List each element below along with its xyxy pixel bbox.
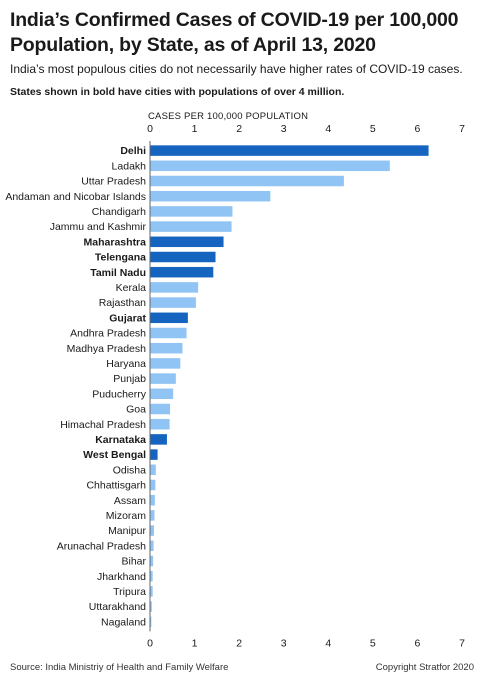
bar [150,145,429,156]
chart-subtitle: India’s most populous cities do not nece… [10,62,463,76]
category-label: Arunachal Pradesh [57,540,146,552]
x-tick-label-top: 2 [236,123,242,135]
bar [150,555,154,567]
copyright-note: Copyright Stratfor 2020 [375,662,474,673]
chart-note: States shown in bold have cities with po… [10,86,345,98]
category-label: Delhi [120,145,146,157]
category-label: Tripura [113,586,146,598]
category-label: Karnataka [95,434,146,446]
category-label: Andhra Pradesh [70,328,146,340]
category-label: Maharashtra [84,236,147,248]
bar [150,160,390,172]
category-label: Jharkhand [97,571,146,583]
bar [150,312,188,324]
category-label: Jammu and Kashmir [50,221,147,233]
x-axis-label-top: CASES PER 100,000 POPULATION [148,111,308,122]
bar [150,586,153,597]
chart-title: India’s Confirmed Cases of COVID-19 per … [10,9,459,56]
bar [150,418,170,430]
x-tick-label-bottom: 2 [236,637,242,649]
bar [150,449,158,460]
x-tick-label-top: 7 [459,123,465,135]
category-label: Puducherry [92,388,146,400]
bar [150,373,176,384]
category-label: Himachal Pradesh [60,419,146,431]
category-label: Mizoram [106,510,147,522]
bar [150,342,183,354]
bar [150,175,344,187]
x-tick-label-top: 3 [281,123,287,135]
category-label: Bihar [121,556,146,568]
bar [150,358,181,369]
x-tick-label-bottom: 5 [370,637,376,649]
category-label: Nagaland [101,616,146,628]
category-label: Odisha [113,464,146,476]
bar [150,190,271,202]
category-label: Punjab [113,373,146,385]
category-label: Rajasthan [99,297,146,309]
category-label: Haryana [106,358,146,370]
bar [150,251,216,263]
bar [150,464,156,476]
bar [150,221,232,232]
category-label: Assam [114,495,146,507]
bar [150,616,152,628]
bar [150,601,152,612]
bar [150,403,171,415]
source-note: Source: India Ministriy of Health and Fa… [10,662,229,673]
bar [150,479,156,491]
category-label: Gujarat [109,312,146,324]
x-tick-label-top: 1 [192,123,198,135]
category-label: West Bengal [83,449,146,461]
category-label: Manipur [108,525,146,537]
bar [150,282,199,293]
x-tick-label-bottom: 1 [192,637,198,649]
x-axis-label-bottom: CASES PER 100,000 POPULATION [148,654,308,655]
category-label: Uttar Pradesh [81,176,146,188]
bar [150,327,187,339]
category-label: Uttarakhand [89,601,146,613]
category-label: Kerala [116,282,147,294]
bar [150,434,167,445]
category-label: Telengana [95,252,146,264]
x-tick-label-bottom: 7 [459,637,465,649]
x-tick-label-top: 0 [147,123,153,135]
bar [150,525,155,536]
bar [150,570,153,582]
bar [150,510,155,521]
bar [150,236,224,248]
x-tick-label-bottom: 3 [281,637,287,649]
bar [150,206,233,217]
x-tick-label-bottom: 6 [415,637,421,649]
bar [150,266,214,278]
bar-chart: CASES PER 100,000 POPULATION CASES PER 10… [5,111,465,655]
category-label: Chhattisgarh [86,480,146,492]
x-tick-label-bottom: 4 [325,637,331,649]
bar [150,388,174,400]
category-label: Chandigarh [92,206,146,218]
bar [150,297,196,308]
x-tick-label-bottom: 0 [147,637,153,649]
category-label: Madhya Pradesh [67,343,147,355]
category-label: Tamil Nadu [90,267,146,279]
x-tick-label-top: 4 [325,123,331,135]
category-label: Ladakh [112,160,147,172]
x-tick-label-top: 6 [415,123,421,135]
category-label: Andaman and Nicobar Islands [5,191,146,203]
x-tick-label-top: 5 [370,123,376,135]
bar [150,494,155,506]
category-label: Goa [126,404,146,416]
bar [150,540,154,552]
